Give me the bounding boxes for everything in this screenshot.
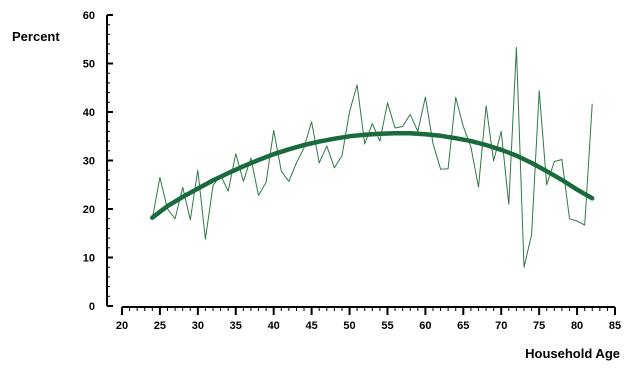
x-tick-label: 25: [154, 320, 166, 332]
y-tick-label: 50: [83, 59, 95, 71]
y-tick-label: 0: [89, 301, 95, 313]
x-tick-label: 35: [230, 320, 242, 332]
raw-data-line: [151, 47, 593, 268]
chart-axes: 0 10 20 30 40 50 60 20 25 30 35 40 45 50 55 60 65 70 75 80 8…: [83, 10, 621, 332]
x-tick-label: 75: [533, 320, 545, 332]
y-axis-label: Percent: [12, 29, 60, 44]
x-tick-label: 60: [419, 320, 431, 332]
x-axis-label: Household Age: [525, 346, 620, 361]
x-tick-label: 50: [343, 320, 355, 332]
x-tick-label: 45: [305, 320, 317, 332]
fitted-curve-line: [150, 131, 595, 220]
x-tick-label: 70: [495, 320, 507, 332]
y-tick-label: 10: [83, 253, 95, 265]
x-tick-label: 30: [192, 320, 204, 332]
x-tick-label: 20: [116, 320, 128, 332]
x-tick-label: 85: [609, 320, 621, 332]
y-tick-label: 60: [83, 10, 95, 22]
x-tick-label: 40: [268, 320, 280, 332]
y-tick-label: 20: [83, 204, 95, 216]
y-tick-label: 30: [83, 156, 95, 168]
x-tick-label: 65: [457, 320, 469, 332]
series-layer: [150, 47, 595, 268]
y-tick-label: 40: [83, 107, 95, 119]
x-tick-label: 80: [571, 320, 583, 332]
x-tick-label: 55: [381, 320, 393, 332]
